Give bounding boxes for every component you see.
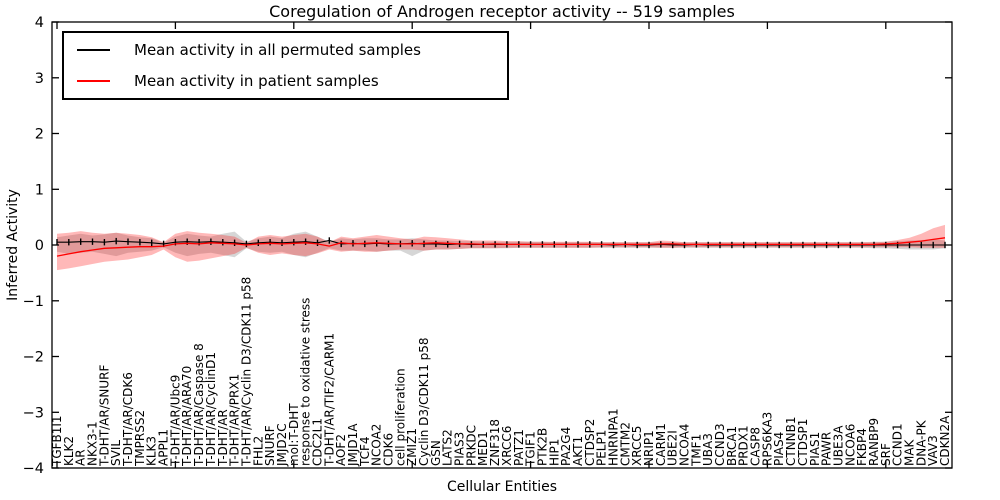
x-tick-label: MED1 <box>476 431 490 466</box>
y-tick-label: −3 <box>23 405 44 421</box>
x-tick-label: PIAS3 <box>453 432 467 466</box>
x-tick-label: CCND3 <box>713 423 727 466</box>
x-tick-label: T-DHT/AR <box>216 409 230 467</box>
x-tick-label: T-DHT/AR/Caspase 8 <box>192 343 206 467</box>
x-tick-label: NCOA2 <box>370 424 384 466</box>
x-tick-label: AR <box>74 449 88 466</box>
x-tick-label: FKBP4 <box>855 428 869 466</box>
x-tick-label: TGIF1 <box>524 431 538 467</box>
x-tick-label: SNURF <box>263 425 277 466</box>
x-tick-label: AOF2 <box>334 434 348 466</box>
x-tick-label: PTK2B <box>535 428 549 466</box>
x-tick-label: CTNNB1 <box>784 416 798 466</box>
x-tick-label: JMJD1A <box>346 423 360 467</box>
x-tick-label: NCOA4 <box>678 424 692 466</box>
x-tick-label: DNA-PK <box>914 419 928 466</box>
x-tick-label: T-DHT/AR/Cyclin D3/CDK11 p58 <box>239 277 253 467</box>
x-tick-label: RPS6KA3 <box>760 412 774 466</box>
x-tick-label: AKT1 <box>571 436 585 466</box>
x-tick-label: HNRNPA1 <box>607 408 621 466</box>
x-tick-label: ZNF318 <box>488 419 502 466</box>
x-axis-label: Cellular Entities <box>446 479 558 495</box>
x-tick-label: TMF1 <box>689 434 703 467</box>
patient-line-swatch <box>77 80 110 82</box>
x-tick-label: PAWR <box>820 432 834 466</box>
x-tick-label: JMJD2C <box>275 423 289 467</box>
x-tick-label: APPL1 <box>157 429 171 466</box>
x-tick-label: CASP8 <box>749 427 763 466</box>
x-tick-label: LATS2 <box>441 429 455 466</box>
y-tick-label: 4 <box>35 15 44 31</box>
x-tick-label: TMPRSS2 <box>133 410 147 467</box>
y-tick-label: −2 <box>23 350 44 366</box>
x-tick-label: CDC2L1 <box>311 418 325 466</box>
x-tick-label: KLK2 <box>62 436 76 466</box>
x-tick-label: SVIL <box>109 440 123 466</box>
x-tick-label: PIAS1 <box>808 432 822 466</box>
x-tick-label: T-DHT/AR/CyclinD1 <box>204 352 218 467</box>
x-tick-label: CDKN2A <box>938 415 952 466</box>
patient-samples-range-band <box>57 224 945 271</box>
x-tick-label: NRIP1 <box>642 430 656 466</box>
x-tick-label: VAV3 <box>926 435 940 466</box>
x-tick-label: FHL2 <box>251 436 265 466</box>
x-tick-label: CCND1 <box>891 423 905 466</box>
x-tick-label: PA2G4 <box>559 427 573 466</box>
x-tick-label: HIP1 <box>547 439 561 466</box>
chart-title: Coregulation of Androgen receptor activi… <box>269 2 735 21</box>
x-tick-label: ZMIZ1 <box>405 428 419 466</box>
legend-entry-permuted: Mean activity in all permuted samples <box>64 35 507 66</box>
x-tick-label: CMTM2 <box>618 422 632 466</box>
x-tick-label: CARM1 <box>654 423 668 466</box>
x-tick-label: UBE2I <box>666 430 680 466</box>
x-tick-label: XRCC5 <box>630 426 644 466</box>
y-axis-label: Inferred Activity <box>5 189 21 301</box>
x-tick-label: CTDSP2 <box>583 419 597 466</box>
x-tick-label: XRCC6 <box>500 426 514 466</box>
mean-activity-in-patient-samples-line <box>56 237 946 257</box>
y-tick-label: 3 <box>35 71 44 87</box>
x-tick-label: mol:T-DHT <box>287 403 301 466</box>
x-tick-label: CDK6 <box>382 433 396 466</box>
x-tick-label: PRDX1 <box>737 425 751 466</box>
y-tick-label: −4 <box>23 461 44 477</box>
y-tick-label: 0 <box>35 238 44 254</box>
x-tick-label: UBE3A <box>831 425 845 466</box>
x-tick-label: NCOA6 <box>843 424 857 466</box>
y-tick-label: 1 <box>35 182 44 198</box>
y-tick-label: −1 <box>23 294 44 310</box>
x-tick-label: RANBP9 <box>867 418 881 466</box>
x-tick-label: UBA3 <box>701 433 715 466</box>
x-tick-label: MAK <box>903 438 917 466</box>
x-tick-label: T-DHT/AR/Ubc9 <box>168 375 182 467</box>
y-tick-label: 2 <box>35 127 44 143</box>
x-tick-label: response to oxidative stress <box>299 298 313 466</box>
x-tick-label: GSN <box>429 440 443 466</box>
x-tick-label: T-DHT/AR/PRX1 <box>228 374 242 467</box>
x-tick-label: Cyclin D3/CDK11 p58 <box>417 337 431 466</box>
permuted-line-swatch <box>77 49 110 51</box>
x-tick-label: TGFB1I1 <box>50 415 64 467</box>
x-tick-label: PRKDC <box>464 425 478 466</box>
x-tick-label: NKX3-1 <box>86 421 100 466</box>
x-tick-label: cell proliferation <box>393 368 407 466</box>
x-tick-label: T-DHT/AR/TIF2/CARM1 <box>322 333 336 467</box>
legend: Mean activity in all permuted samples Me… <box>62 31 509 100</box>
x-tick-label: T-DHT/AR/ARA70 <box>180 366 194 467</box>
x-tick-label: KLK3 <box>145 436 159 466</box>
x-tick-label: PATZ1 <box>512 429 526 466</box>
x-tick-label: T-DHT/AR/SNURF <box>97 365 111 468</box>
legend-label-patient: Mean activity in patient samples <box>134 72 379 90</box>
x-tick-label: T-DHT/AR/CDK6 <box>121 372 135 467</box>
x-tick-label: TCF4 <box>358 436 372 467</box>
legend-entry-patient: Mean activity in patient samples <box>64 66 507 97</box>
x-tick-label: PELP1 <box>595 430 609 466</box>
x-tick-label: SRF <box>879 443 893 466</box>
x-tick-label: BRCA1 <box>725 426 739 466</box>
x-tick-label: PIAS4 <box>772 432 786 466</box>
x-tick-label: CTDSP1 <box>796 419 810 466</box>
legend-label-permuted: Mean activity in all permuted samples <box>134 41 421 59</box>
